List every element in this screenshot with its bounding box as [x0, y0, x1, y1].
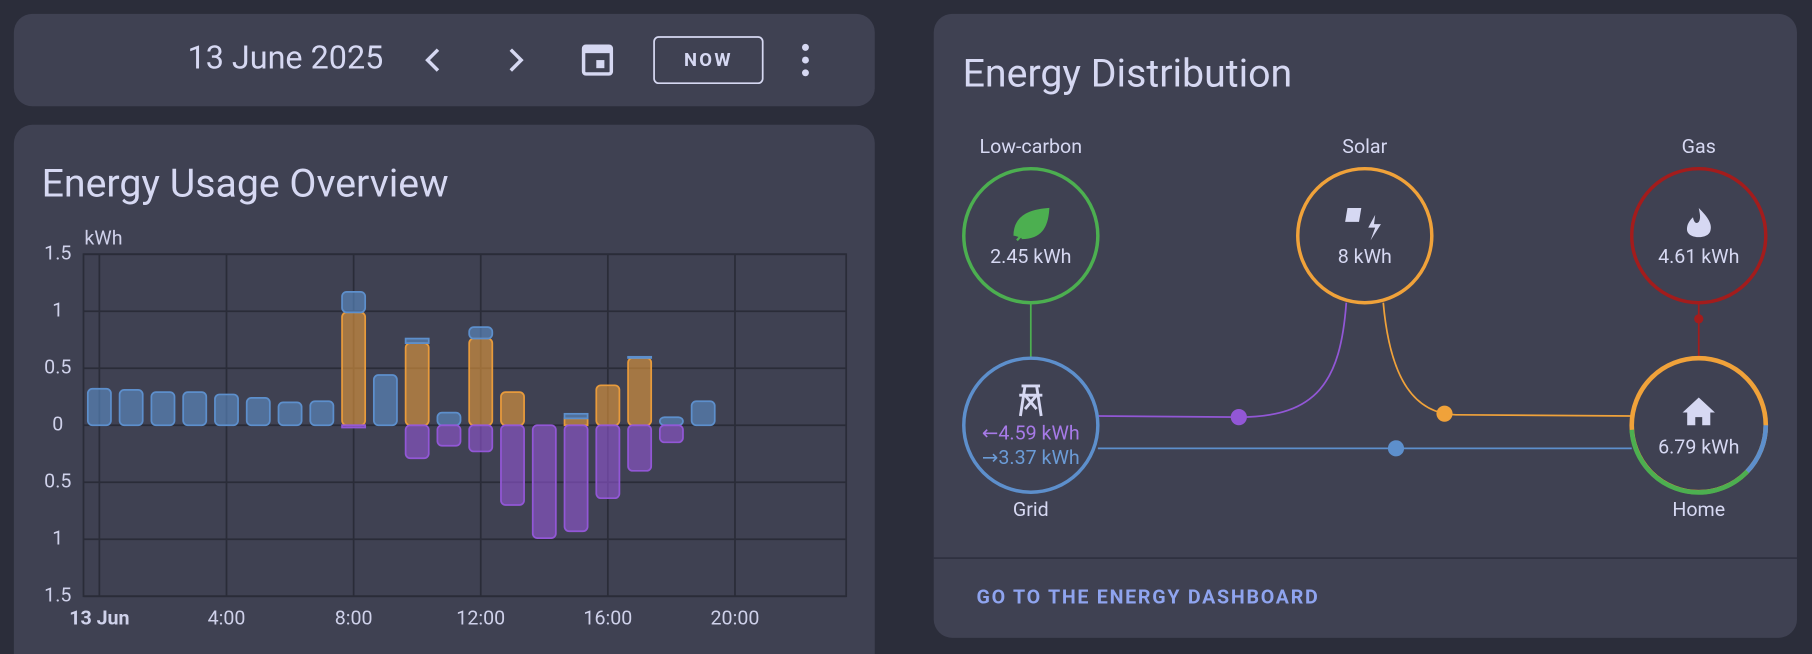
- bar: [341, 290, 367, 314]
- x-tick-label: 12:00: [456, 607, 505, 630]
- y-tick-label: 0.5: [44, 469, 71, 492]
- bar: [214, 393, 239, 427]
- bar: [277, 401, 303, 427]
- flow-return: [1097, 302, 1348, 418]
- low-carbon-node: [962, 166, 1100, 305]
- date: 13 June 2025: [188, 39, 384, 77]
- next-button[interactable]: [509, 48, 524, 72]
- chart-card: [13, 124, 875, 654]
- bar: [658, 424, 684, 444]
- bar: [563, 412, 589, 420]
- x-tick-label: 8:00: [335, 607, 373, 630]
- bar: [404, 337, 430, 344]
- bar: [468, 424, 494, 453]
- calendar-button[interactable]: [581, 44, 614, 76]
- bar: [341, 311, 367, 427]
- bar: [309, 400, 335, 427]
- bar: [86, 387, 112, 427]
- flow-dot: [1694, 314, 1704, 324]
- distribution-title: Energy Distribution: [963, 51, 1293, 97]
- y-tick-label: 1: [52, 298, 63, 321]
- flow-dot: [1230, 409, 1247, 426]
- bar: [627, 355, 653, 359]
- dashboard-link[interactable]: GO TO THE ENERGY DASHBOARD: [976, 586, 1319, 609]
- flow-dot: [1436, 405, 1453, 422]
- x-tick-label: 13 Jun: [69, 607, 129, 630]
- leaf-icon: [1013, 207, 1050, 242]
- bar: [563, 417, 589, 427]
- grid-consumed: →3.37 kWh: [982, 446, 1080, 469]
- prev-button[interactable]: [425, 48, 440, 72]
- node-label: Solar: [1342, 135, 1387, 158]
- pylon-icon: [1018, 384, 1043, 417]
- node-value: 4.61 kWh: [1658, 245, 1739, 268]
- chart-title: Energy Usage Overview: [42, 160, 449, 206]
- bar: [118, 389, 144, 427]
- calendar-icon-top: [583, 46, 612, 54]
- bar: [404, 342, 430, 427]
- solar-icon: [1345, 207, 1381, 241]
- bar: [627, 424, 653, 472]
- node-value: 8 kWh: [1338, 245, 1392, 268]
- now-button-label: NOW: [684, 49, 733, 71]
- bar: [563, 424, 589, 533]
- more-dot: [801, 43, 809, 51]
- y-tick-label: 1.5: [44, 241, 71, 264]
- node-label: Gas: [1682, 135, 1716, 158]
- bar: [150, 391, 176, 427]
- node-value: 6.79 kWh: [1658, 436, 1739, 459]
- y-tick-label: 0.5: [44, 355, 71, 378]
- bar: [627, 357, 653, 427]
- y-tick-label: 1: [52, 526, 63, 549]
- bar: [182, 391, 208, 427]
- x-tick-label: 4:00: [208, 607, 246, 630]
- y-unit: kWh: [84, 226, 122, 249]
- more-button[interactable]: [801, 43, 809, 77]
- more-dot: [801, 69, 809, 77]
- bar: [690, 400, 716, 427]
- now-button[interactable]: [653, 36, 764, 85]
- header-card: [13, 13, 875, 107]
- bar: [500, 424, 525, 506]
- y-tick-label: 0: [52, 412, 63, 435]
- bar: [595, 384, 621, 427]
- node-value: 2.45 kWh: [990, 245, 1071, 268]
- home-icon: [1682, 397, 1715, 426]
- grid-node: [962, 356, 1100, 494]
- bar: [468, 337, 494, 427]
- gas-node: [1629, 166, 1768, 305]
- calendar-icon-day: [596, 60, 605, 69]
- bar: [595, 424, 621, 500]
- solar-node: [1296, 166, 1434, 305]
- grid-returned: ←4.59 kWh: [982, 422, 1080, 445]
- bar: [500, 391, 525, 427]
- x-tick-label: 20:00: [711, 607, 760, 630]
- bar: [341, 424, 367, 429]
- bar: [372, 374, 398, 427]
- bar: [404, 424, 430, 460]
- bar: [245, 396, 271, 427]
- bar: [436, 411, 462, 427]
- home-ring-grid: [1745, 425, 1769, 474]
- x-tick-label: 16:00: [583, 607, 632, 630]
- bar: [436, 424, 462, 447]
- distribution-card: [933, 13, 1797, 638]
- flame-icon: [1687, 207, 1711, 238]
- bar: [658, 416, 684, 427]
- y-tick-label: 1.5: [44, 583, 71, 606]
- more-dot: [801, 56, 809, 64]
- home-ring-low-carbon: [1629, 429, 1749, 495]
- node-label: Home: [1672, 498, 1725, 521]
- bar: [531, 424, 557, 539]
- node-label: Low-carbon: [980, 135, 1083, 158]
- node-label: Grid: [1013, 498, 1049, 521]
- plot: 1.510.500.511.513 Jun 4:00 8:00 12:00 16:00 2…: [44, 241, 848, 630]
- flow-dot: [1387, 440, 1405, 457]
- bar: [468, 326, 494, 340]
